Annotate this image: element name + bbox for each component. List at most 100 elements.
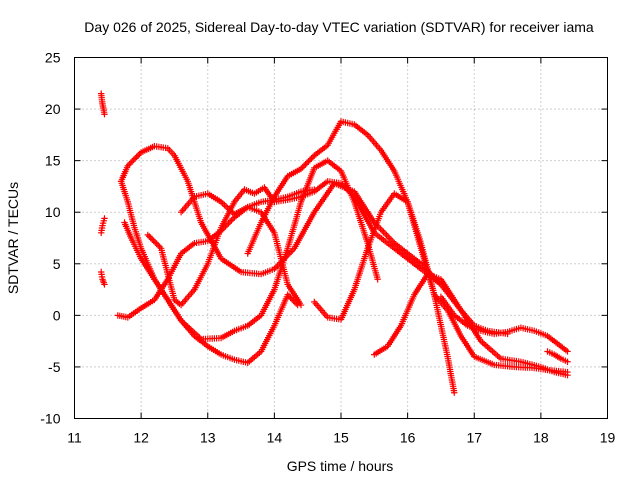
data-point — [446, 355, 449, 358]
series-trace-14 — [544, 348, 571, 365]
data-point — [406, 252, 409, 255]
data-point — [186, 180, 189, 183]
data-point — [243, 188, 246, 191]
data-point — [413, 293, 416, 296]
data-point — [140, 307, 142, 309]
data-point — [153, 299, 156, 301]
data-point — [480, 340, 482, 342]
data-point — [120, 180, 122, 183]
data-point — [340, 120, 342, 123]
data-point — [286, 293, 289, 296]
series-trace-13 — [437, 293, 571, 355]
series-trace-6 — [121, 219, 301, 366]
data-point — [366, 134, 369, 136]
data-point — [340, 182, 342, 185]
data-series — [98, 90, 571, 396]
series-trace-9 — [177, 190, 305, 309]
data-point — [406, 201, 409, 203]
data-point — [426, 273, 429, 275]
marker-trail — [544, 348, 571, 365]
data-point — [260, 211, 262, 214]
data-point — [100, 92, 102, 95]
data-point — [393, 170, 396, 172]
data-point — [220, 337, 222, 339]
data-point — [193, 195, 196, 198]
data-point — [560, 357, 562, 360]
x-tick-label: 19 — [600, 430, 616, 446]
data-point — [376, 278, 379, 281]
data-point — [546, 350, 549, 353]
data-point — [340, 318, 342, 321]
data-point — [440, 278, 442, 281]
data-point — [286, 283, 289, 286]
x-tick-label: 14 — [267, 430, 283, 446]
data-point — [166, 299, 169, 301]
x-tick-label: 18 — [533, 430, 549, 446]
data-point — [103, 283, 106, 286]
data-point — [373, 353, 376, 356]
data-point — [480, 330, 482, 332]
y-tick-label: 15 — [45, 153, 61, 169]
data-point — [300, 201, 302, 203]
data-point — [566, 350, 569, 353]
data-point — [380, 211, 382, 214]
data-point — [473, 355, 476, 358]
data-point — [406, 257, 409, 260]
series-trace-1 — [98, 90, 108, 118]
data-point — [273, 268, 276, 270]
series-trace-3 — [98, 268, 108, 288]
data-point — [206, 345, 209, 348]
data-point — [200, 221, 202, 224]
data-point — [366, 247, 369, 250]
series-trace-2 — [98, 215, 108, 236]
data-point — [117, 314, 119, 317]
y-tick-label: -5 — [48, 359, 61, 375]
data-point — [566, 360, 569, 363]
data-point — [560, 345, 562, 348]
data-point — [263, 186, 266, 189]
data-point — [193, 242, 196, 244]
data-point — [313, 301, 316, 303]
data-point — [193, 288, 196, 291]
data-point — [233, 201, 236, 203]
data-point — [353, 195, 356, 198]
data-point — [146, 234, 149, 236]
data-point — [180, 319, 182, 322]
data-point — [273, 195, 276, 198]
data-point — [326, 180, 329, 183]
data-point — [506, 331, 509, 333]
data-point — [100, 271, 102, 273]
data-point — [140, 257, 142, 260]
data-point — [353, 123, 356, 126]
data-point — [513, 366, 516, 368]
data-point — [130, 237, 132, 239]
data-point — [460, 335, 462, 337]
data-point — [300, 195, 302, 198]
y-tick-label: 20 — [45, 101, 61, 117]
data-point — [273, 288, 276, 291]
data-point — [553, 371, 555, 373]
chart-title: Day 026 of 2025, Sidereal Day-to-day VTE… — [84, 19, 594, 35]
data-point — [101, 224, 104, 227]
data-point — [286, 247, 289, 250]
data-point — [246, 324, 249, 327]
x-tick-label: 16 — [400, 430, 416, 446]
data-point — [206, 262, 209, 265]
data-point — [420, 247, 422, 250]
data-point — [326, 144, 329, 146]
x-tick-label: 17 — [466, 430, 482, 446]
data-point — [286, 175, 289, 177]
series-trace-11 — [311, 190, 571, 376]
data-point — [233, 213, 236, 216]
data-point — [260, 201, 262, 203]
data-point — [380, 149, 382, 152]
data-point — [273, 232, 276, 234]
data-point — [133, 226, 136, 229]
data-point — [293, 247, 296, 250]
y-tick-labels: -10 -5 0 5 10 15 20 25 — [40, 50, 60, 427]
y-tick-label: 10 — [45, 204, 61, 220]
data-point — [233, 358, 236, 361]
data-point — [260, 273, 262, 275]
data-point — [326, 316, 329, 319]
